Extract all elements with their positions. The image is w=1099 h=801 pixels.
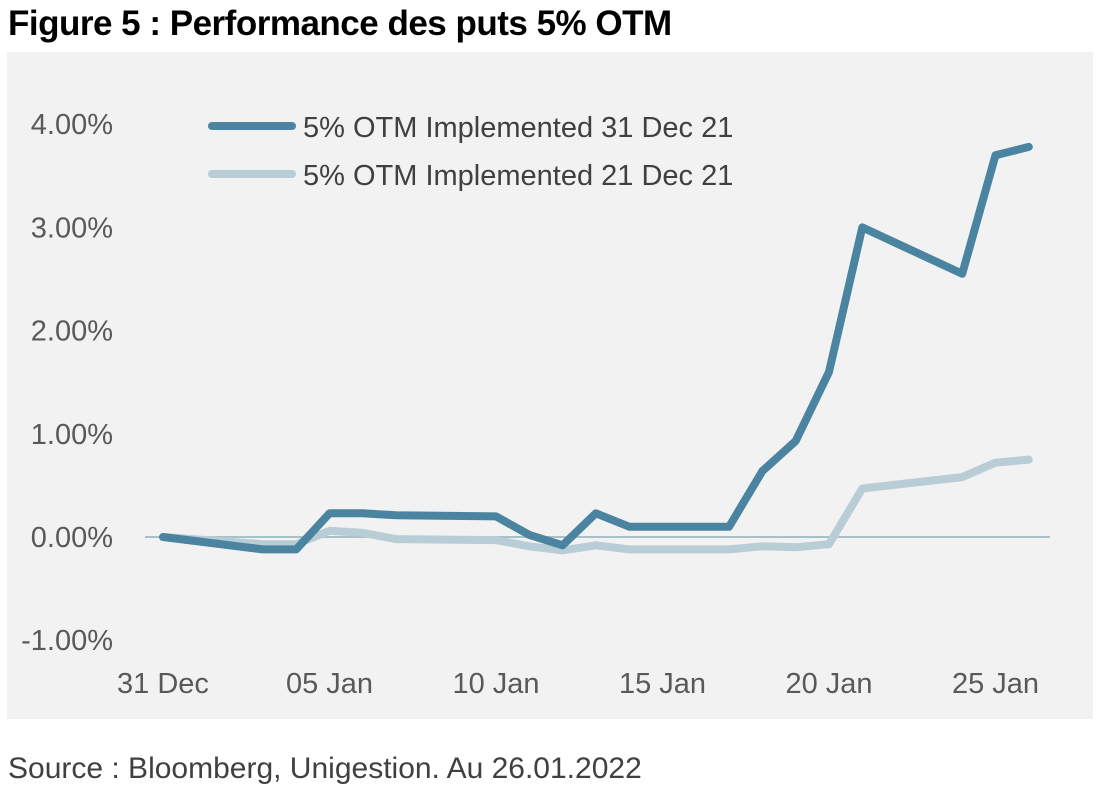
y-tick-label: 2.00% [31, 316, 113, 348]
series-line [159, 455, 1033, 555]
y-tick-label: 1.00% [31, 419, 113, 451]
y-tick-label: -1.00% [21, 625, 113, 657]
x-tick-label: 31 Dec [117, 668, 209, 700]
figure-title: Figure 5 : Performance des puts 5% OTM [8, 4, 672, 43]
y-tick-label: 4.00% [31, 109, 113, 141]
x-tick-label: 15 Jan [619, 668, 706, 700]
x-tick-label: 20 Jan [785, 668, 872, 700]
legend-label: 5% OTM Implemented 21 Dec 21 [303, 160, 733, 192]
x-tick-label: 05 Jan [286, 668, 373, 700]
series-line [159, 142, 1033, 554]
source-note: Source : Bloomberg, Unigestion. Au 26.01… [8, 752, 642, 785]
x-tick-label: 25 Jan [952, 668, 1039, 700]
y-tick-label: 3.00% [31, 212, 113, 244]
y-tick-label: 0.00% [31, 522, 113, 554]
legend-label: 5% OTM Implemented 31 Dec 21 [303, 112, 733, 144]
chart-panel [7, 52, 1093, 719]
x-tick-label: 10 Jan [452, 668, 539, 700]
